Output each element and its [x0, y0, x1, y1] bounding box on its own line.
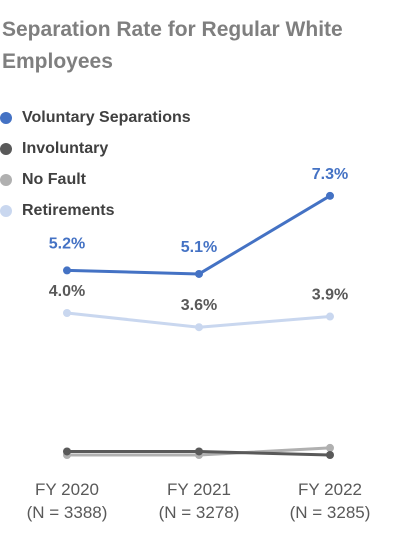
data-label-voluntary-2: 7.3%	[312, 166, 348, 183]
data-label-retirements-0: 4.0%	[49, 283, 85, 300]
x-tick-fy2022-n: (N = 3285)	[289, 503, 371, 522]
point-involuntary-0	[63, 447, 71, 456]
legend-marker-retirements	[0, 204, 12, 217]
x-tick-fy2020: FY 2020 (N = 3388)	[0, 478, 137, 524]
legend-label-involuntary: Involuntary	[22, 139, 109, 157]
legend-label-no-fault: No Fault	[22, 170, 86, 188]
x-tick-fy2021-year: FY 2021	[167, 480, 231, 499]
x-tick-fy2022: FY 2022 (N = 3285)	[260, 478, 400, 524]
point-voluntary-2	[326, 191, 334, 200]
legend-item-no-fault: No Fault	[0, 164, 191, 195]
legend-item-involuntary: Involuntary	[0, 133, 191, 164]
legend-marker-no-fault	[0, 173, 12, 186]
x-tick-fy2021-n: (N = 3278)	[158, 503, 240, 522]
data-label-voluntary-1: 5.1%	[181, 239, 217, 256]
legend-label-voluntary: Voluntary Separations	[22, 108, 191, 126]
legend-item-voluntary: Voluntary Separations	[0, 102, 191, 133]
chart-title: Separation Rate for Regular White Employ…	[2, 14, 402, 78]
legend: Voluntary Separations Involuntary No Fau…	[0, 102, 191, 226]
data-label-retirements-2: 3.9%	[312, 287, 348, 304]
point-no-fault-2	[326, 443, 334, 452]
data-label-retirements-1: 3.6%	[181, 297, 217, 314]
point-involuntary-1	[195, 447, 203, 456]
point-involuntary-2	[326, 451, 334, 459]
chart-title-line-2: Employees	[2, 50, 113, 73]
x-tick-fy2022-year: FY 2022	[298, 480, 362, 499]
point-retirements-1	[195, 323, 203, 332]
x-tick-fy2020-year: FY 2020	[35, 480, 99, 499]
legend-marker-voluntary	[0, 111, 12, 124]
legend-label-retirements: Retirements	[22, 201, 115, 219]
series-line-voluntary	[66, 194, 331, 276]
point-retirements-0	[63, 309, 71, 317]
legend-marker-involuntary	[0, 142, 12, 155]
data-label-voluntary-0: 5.2%	[49, 235, 85, 252]
point-voluntary-0	[63, 266, 71, 275]
legend-item-retirements: Retirements	[0, 195, 191, 226]
x-tick-fy2020-n: (N = 3388)	[26, 503, 108, 522]
chart-title-line-1: Separation Rate for Regular White	[2, 18, 343, 41]
point-retirements-2	[326, 312, 334, 321]
x-tick-fy2021: FY 2021 (N = 3278)	[129, 478, 269, 524]
point-voluntary-1	[195, 269, 203, 278]
